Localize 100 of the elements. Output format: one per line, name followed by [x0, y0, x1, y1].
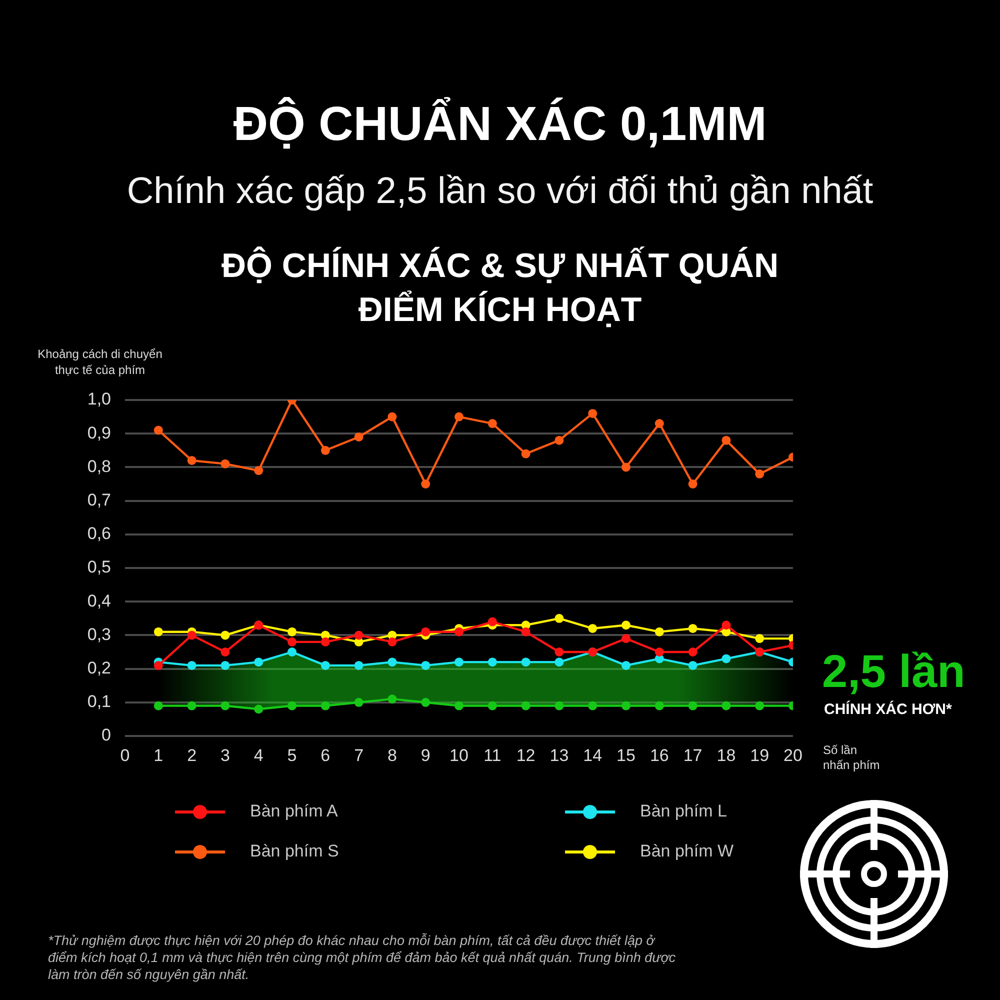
x-tick-label: 8 [387, 746, 397, 765]
point [421, 698, 430, 707]
point [220, 701, 230, 710]
point [554, 436, 564, 445]
chart-title: ĐỘ CHUẨN XÁC 0,1MM [232, 96, 768, 153]
x-tick-label: 9 [420, 746, 430, 765]
y-tick-label: 0,4 [87, 591, 111, 610]
point [421, 480, 430, 488]
x-tick-label: 10 [450, 746, 468, 765]
point [187, 630, 196, 640]
x-tick-label: 1 [154, 746, 164, 765]
point [320, 637, 330, 646]
point [354, 432, 364, 442]
x-tick-label: 7 [354, 746, 364, 765]
x-tick-label: 3 [220, 746, 230, 765]
point [654, 627, 664, 636]
y-tick-label: 0,1 [87, 692, 111, 712]
point [488, 701, 497, 710]
point [154, 426, 163, 435]
point [388, 658, 397, 667]
point [254, 704, 264, 714]
point [588, 701, 598, 710]
y-tick-label: 0,5 [87, 558, 111, 577]
point [622, 701, 630, 710]
point [254, 658, 264, 667]
point [154, 627, 163, 636]
point [654, 701, 664, 710]
point [521, 449, 530, 458]
point [622, 660, 630, 670]
point [521, 658, 530, 667]
point [554, 658, 564, 667]
point [288, 701, 296, 710]
point [288, 637, 296, 646]
point [554, 648, 564, 656]
x-tick-label: 6 [320, 746, 330, 765]
point [722, 436, 731, 445]
point [688, 660, 698, 670]
point [187, 660, 196, 670]
point [488, 617, 497, 626]
y-tick-label: 0,3 [87, 624, 111, 644]
point [688, 648, 698, 656]
y-tick-label: 0,8 [87, 456, 111, 476]
point [521, 701, 530, 710]
y-tick-label: 1,0 [87, 390, 111, 409]
point [654, 648, 664, 656]
point [220, 459, 230, 468]
point [521, 627, 530, 636]
legend-label: Bàn phím W [640, 842, 734, 861]
y-axis-title: Khoảng cách di chuyển thực tế của phím [36, 346, 164, 378]
point [354, 660, 364, 670]
point [654, 419, 664, 428]
point [288, 648, 296, 656]
x-tick-label: 4 [254, 746, 264, 765]
point [187, 701, 196, 710]
point [454, 701, 464, 710]
x-tick-label: 12 [516, 746, 536, 765]
point [220, 660, 230, 670]
point [755, 469, 764, 478]
point [320, 701, 330, 710]
point [488, 658, 497, 667]
point [154, 701, 163, 710]
point [688, 480, 698, 488]
x-tick-label: 17 [683, 746, 702, 765]
point [421, 660, 430, 670]
point [421, 627, 430, 636]
point [622, 462, 630, 472]
x-axis-title: Số lần nhấn phím [823, 743, 881, 773]
point [454, 627, 464, 636]
point [622, 634, 630, 644]
x-tick-label: 14 [583, 746, 602, 765]
point [388, 694, 397, 704]
point [488, 419, 497, 428]
point [588, 624, 598, 633]
point [755, 634, 764, 644]
legend-label: Bàn phím A [250, 802, 339, 821]
x-tick-label: 15 [616, 746, 636, 765]
chart-subtitle: Chính xác gấp 2,5 lần so với đối thủ gần nhất [126, 169, 874, 213]
point [254, 466, 264, 476]
y-tick-label: 0,2 [87, 658, 111, 678]
y-tick-label: 0,9 [87, 423, 111, 442]
point [588, 408, 598, 418]
point [354, 630, 364, 640]
point [722, 620, 731, 630]
point [755, 701, 764, 710]
x-tick-label: 20 [784, 746, 802, 765]
point [454, 658, 464, 667]
point [220, 648, 230, 656]
point [154, 660, 163, 670]
legend-label: Bàn phím S [250, 842, 339, 861]
y-tick-label: 0 [102, 726, 111, 745]
point [722, 701, 731, 710]
text: ĐỘ CHÍNH XÁC & SỰ NHẤT QUÁN ĐIỂM KÍCH HOẠT [220, 246, 780, 331]
point [454, 412, 464, 422]
point [320, 446, 330, 455]
x-tick-label: 19 [750, 746, 770, 765]
point [688, 624, 698, 633]
x-tick-label: 13 [550, 746, 569, 765]
point [220, 630, 230, 640]
legend-label: Bàn phím L [640, 802, 727, 821]
x-tick-label: 11 [484, 746, 502, 765]
